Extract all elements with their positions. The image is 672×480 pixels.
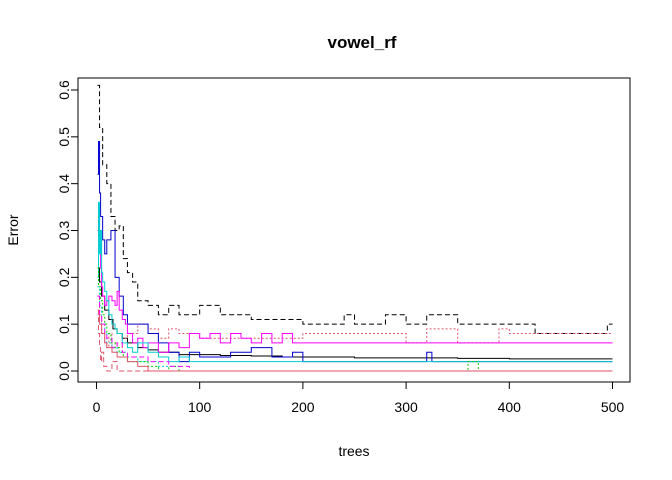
y-tick-label: 0.3 <box>56 221 72 241</box>
series-line-9 <box>97 267 613 372</box>
x-axis-label: trees <box>338 443 369 459</box>
series-line-5 <box>97 141 613 363</box>
plot-frame <box>77 77 631 383</box>
series-line-3 <box>97 295 613 349</box>
x-tick-label: 500 <box>601 399 625 415</box>
y-tick-label: 0.1 <box>56 314 72 334</box>
x-tick-label: 400 <box>498 399 522 415</box>
x-tick-label: 100 <box>188 399 212 415</box>
y-tick-label: 0.6 <box>56 80 72 100</box>
x-tick-label: 300 <box>394 399 418 415</box>
y-tick-label: 0.5 <box>56 127 72 147</box>
chart-title: vowel_rf <box>328 33 397 52</box>
series-line-2 <box>97 84 613 335</box>
series-group <box>97 84 613 372</box>
y-tick-label: 0.4 <box>56 174 72 194</box>
y-axis-label: Error <box>5 214 21 245</box>
y-tick-label: 0.0 <box>56 361 72 381</box>
series-line-1 <box>97 267 613 360</box>
x-axis: 0 100 200 300 400 500 <box>93 381 625 415</box>
series-line-11 <box>97 314 613 372</box>
series-line-7 <box>97 201 613 363</box>
series-line-4 <box>97 309 613 372</box>
x-tick-label: 200 <box>291 399 315 415</box>
y-axis: 0.0 0.1 0.2 0.3 0.4 0.5 0.6 <box>56 80 79 381</box>
series-line-8 <box>97 286 613 372</box>
y-tick-label: 0.2 <box>56 267 72 287</box>
series-line-10 <box>97 295 613 372</box>
x-tick-label: 0 <box>93 399 101 415</box>
series-line-6 <box>97 211 613 353</box>
